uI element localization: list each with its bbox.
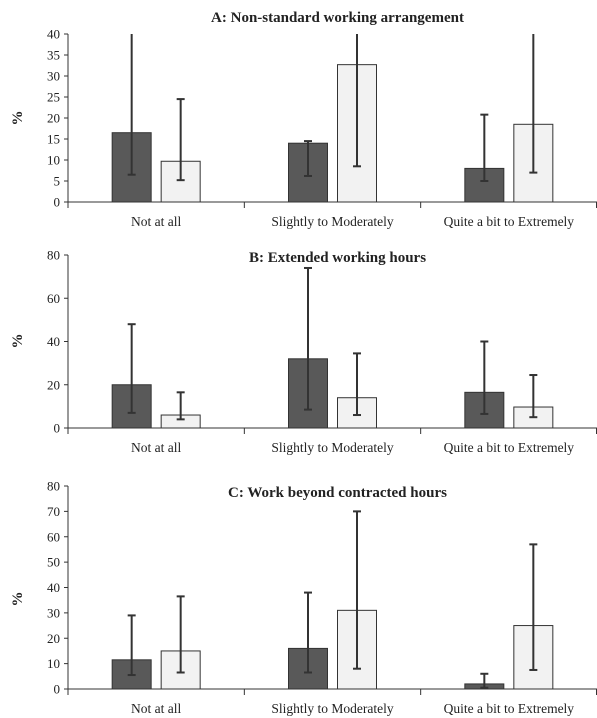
y-axis-label: %	[10, 592, 26, 607]
y-tick-label: 20	[47, 631, 60, 646]
y-tick-label: 60	[47, 529, 60, 544]
y-tick-label: 0	[54, 195, 61, 210]
chart-title: B: Extended working hours	[249, 250, 426, 266]
chart-title: C: Work beyond contracted hours	[228, 485, 447, 501]
y-tick-label: 0	[54, 421, 61, 436]
x-category-label: Slightly to Moderately	[271, 701, 393, 716]
y-tick-label: 50	[47, 555, 60, 570]
y-tick-label: 60	[47, 291, 60, 306]
y-tick-label: 80	[47, 248, 60, 263]
y-tick-label: 0	[54, 682, 61, 697]
y-tick-label: 10	[47, 656, 60, 671]
x-category-label: Slightly to Moderately	[271, 440, 393, 455]
x-category-label: Quite a bit to Extremely	[444, 440, 575, 455]
x-category-label: Not at all	[131, 440, 181, 455]
y-tick-label: 35	[47, 48, 60, 63]
x-category-label: Not at all	[131, 701, 181, 716]
y-axis-label: %	[10, 111, 26, 126]
x-category-label: Not at all	[131, 214, 181, 229]
x-category-label: Quite a bit to Extremely	[444, 701, 575, 716]
chart-panel-2: B: Extended working hours% 0 20 40 60 80 Not a…	[10, 248, 597, 455]
y-tick-label: 40	[47, 580, 60, 595]
y-tick-label: 80	[47, 479, 60, 494]
y-tick-label: 40	[47, 334, 60, 349]
y-axis-label: %	[10, 334, 26, 349]
y-tick-label: 40	[47, 27, 60, 42]
chart-panel-3: C: Work beyond contracted hours% 0 10 20 30 4…	[10, 479, 597, 716]
x-category-label: Quite a bit to Extremely	[444, 214, 575, 229]
y-tick-label: 70	[47, 504, 60, 519]
chart-title: A: Non-standard working arrangement	[211, 10, 464, 26]
y-tick-label: 30	[47, 69, 60, 84]
x-category-label: Slightly to Moderately	[271, 214, 393, 229]
y-tick-label: 5	[54, 174, 61, 189]
y-tick-label: 20	[47, 111, 60, 126]
y-tick-label: 10	[47, 153, 60, 168]
y-tick-label: 20	[47, 377, 60, 392]
y-tick-label: 15	[47, 132, 60, 147]
y-tick-label: 25	[47, 90, 60, 105]
y-tick-label: 30	[47, 605, 60, 620]
chart-panel-1: A: Non-standard working arrangement% 0 5 10…	[10, 10, 597, 229]
